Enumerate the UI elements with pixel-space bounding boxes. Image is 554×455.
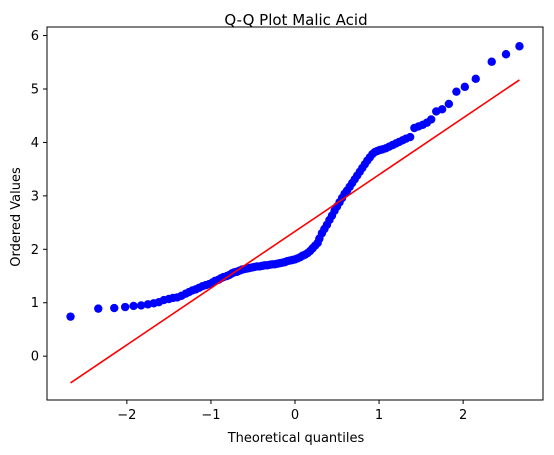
y-tick-label: 6: [31, 29, 39, 44]
data-point: [426, 115, 436, 124]
plot-area: [66, 42, 524, 384]
y-tick-label: 4: [31, 136, 39, 151]
x-axis: −2 −1 0 1 2: [117, 400, 467, 423]
data-point: [405, 132, 415, 142]
data-point: [110, 303, 119, 313]
data-point: [129, 301, 138, 311]
y-tick-label: 5: [31, 82, 39, 97]
y-tick-label: 2: [31, 243, 39, 258]
y-axis-label: Ordered Values: [9, 167, 24, 267]
data-point: [94, 304, 103, 313]
data-point: [452, 87, 461, 96]
data-point: [515, 42, 524, 51]
chart-title: Q-Q Plot Malic Acid: [224, 11, 367, 29]
data-point: [120, 302, 130, 312]
data-point: [487, 57, 496, 66]
plot-frame: [46, 26, 544, 401]
x-tick-label: 0: [291, 408, 299, 423]
data-point: [437, 105, 447, 114]
x-tick-label: −1: [201, 408, 220, 423]
data-point: [66, 312, 75, 321]
y-tick-label: 0: [31, 350, 39, 365]
data-point: [471, 74, 480, 84]
data-point: [136, 301, 146, 310]
data-point: [444, 99, 454, 109]
x-tick-label: 2: [459, 408, 467, 423]
fit-line: [70, 79, 520, 384]
x-tick-label: 1: [375, 408, 383, 423]
y-tick-label: 3: [31, 189, 39, 204]
y-tick-label: 1: [31, 296, 39, 311]
y-axis: 0 1 2 3 4 5 6: [31, 29, 47, 365]
data-point: [460, 82, 470, 92]
x-tick-label: −2: [117, 408, 136, 423]
x-axis-label: Theoretical quantiles: [227, 431, 365, 446]
data-point: [501, 50, 511, 59]
